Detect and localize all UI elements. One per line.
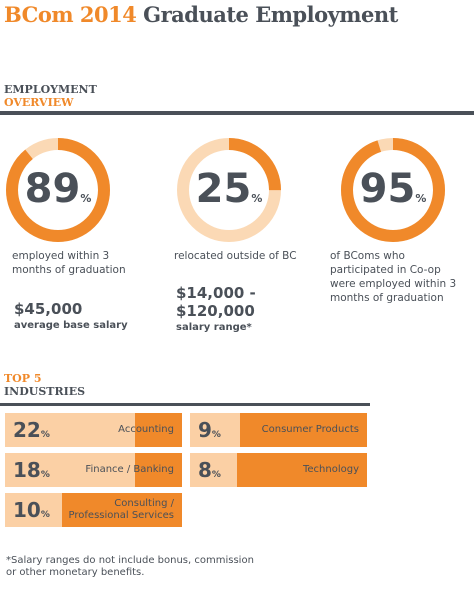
footnote: *Salary ranges do not include bonus, com… [6, 555, 254, 578]
section-rule [0, 403, 370, 406]
industry-name: Technology [302, 464, 359, 475]
box-accent [240, 413, 367, 447]
box-accent [135, 453, 182, 487]
value-unit: % [40, 430, 50, 440]
donut-arc [6, 138, 110, 242]
salary-average: $45,000 average base salary [14, 300, 128, 331]
donut-caption: employed within 3 months of graduation [12, 250, 126, 276]
industry-value: 8% [198, 458, 221, 482]
industry-value: 9% [198, 418, 221, 442]
industry-box: 22% Accounting [5, 413, 182, 447]
donut-arc [177, 138, 281, 242]
value-unit: % [40, 470, 50, 480]
industry-name: Accounting [118, 424, 174, 435]
salary-range: $14,000 - $120,000 salary range* [176, 284, 286, 333]
industry-value: 10% [13, 498, 50, 522]
industry-box: 9% Consumer Products [190, 413, 367, 447]
donut-arc [341, 138, 445, 242]
industry-value: 18% [13, 458, 50, 482]
heading-line: INDUSTRIES [4, 385, 86, 398]
section-heading: EMPLOYMENT OVERVIEW [4, 83, 97, 109]
title-accent: BCom 2014 [4, 2, 137, 27]
title-main: Graduate Employment [143, 2, 398, 27]
donut-value: 95% [333, 166, 453, 212]
salary-amount: $14,000 - $120,000 [176, 284, 256, 320]
donut [177, 138, 281, 242]
value-number: 25 [195, 166, 252, 212]
industry-box: 10% Consulting / Professional Services [5, 493, 182, 527]
industry-name: Consulting / Professional Services [68, 498, 174, 521]
box-accent [135, 413, 182, 447]
value-unit: % [251, 192, 263, 205]
title: BCom 2014 Graduate Employment [4, 2, 398, 27]
box-accent [237, 453, 367, 487]
value-unit: % [80, 192, 92, 205]
salary-amount: $45,000 [14, 300, 83, 318]
value-number: 18 [13, 458, 41, 482]
industry-value: 22% [13, 418, 50, 442]
value-unit: % [415, 192, 427, 205]
value-number: 95 [359, 166, 416, 212]
value-number: 10 [13, 498, 41, 522]
donut-caption: of BComs who participated in Co-op were … [330, 250, 457, 304]
heading-line: TOP 5 [4, 372, 42, 385]
heading-line: EMPLOYMENT [4, 83, 97, 96]
value-unit: % [211, 430, 221, 440]
donut-caption: relocated outside of BC [174, 250, 297, 262]
value-number: 9 [198, 418, 212, 442]
donut-value: 89% [0, 166, 118, 212]
heading-line: OVERVIEW [4, 96, 74, 109]
value-number: 22 [13, 418, 41, 442]
value-number: 89 [24, 166, 81, 212]
donut-value: 25% [169, 166, 289, 212]
industry-name: Finance / Banking [85, 464, 174, 475]
box-accent [62, 493, 182, 527]
value-unit: % [40, 510, 50, 520]
donut [341, 138, 445, 242]
value-number: 8 [198, 458, 212, 482]
salary-label: salary range* [176, 322, 252, 333]
value-unit: % [211, 470, 221, 480]
industry-box: 18% Finance / Banking [5, 453, 182, 487]
section-heading: TOP 5 INDUSTRIES [4, 372, 85, 398]
donut [6, 138, 110, 242]
salary-label: average base salary [14, 320, 128, 331]
industry-name: Consumer Products [261, 424, 359, 435]
industry-box: 8% Technology [190, 453, 367, 487]
section-rule [0, 111, 474, 115]
